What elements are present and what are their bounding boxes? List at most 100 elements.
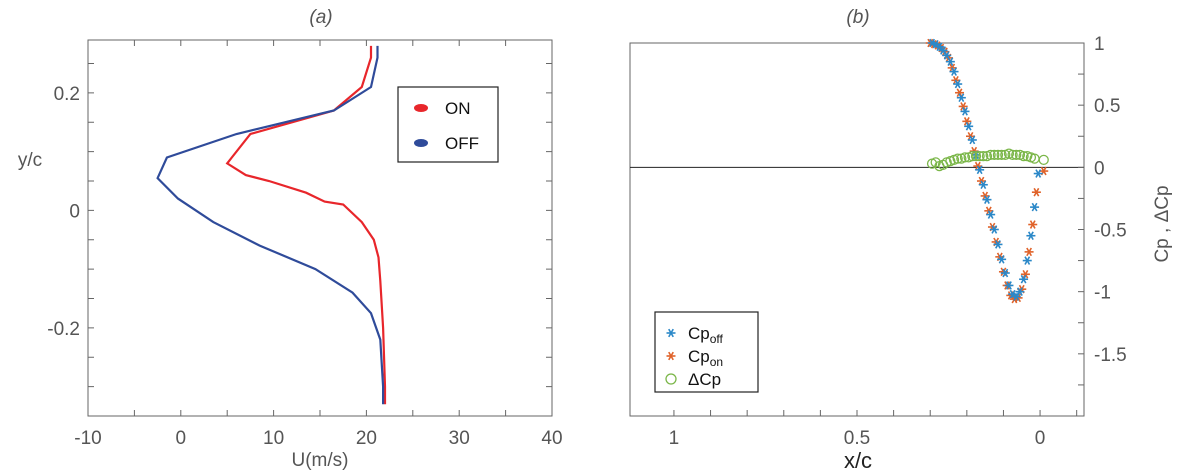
star-stroke [963, 117, 970, 126]
panel-a-legend: ON OFF [397, 86, 499, 163]
star-stroke [998, 255, 1005, 264]
star-stroke [954, 79, 961, 89]
point-dcp [1018, 150, 1029, 162]
star-stroke [960, 102, 967, 111]
star-stroke [991, 225, 998, 234]
legend-cpon-marker [666, 351, 676, 361]
x-tick-label: 30 [449, 428, 470, 449]
point-cpoff [949, 67, 959, 76]
point-cpoff [960, 107, 970, 116]
star-stroke [1000, 267, 1007, 277]
point-dcp [959, 152, 971, 163]
star-stroke [668, 328, 674, 338]
point-dcp [985, 149, 996, 161]
star-stroke [951, 67, 957, 76]
point-cpoff [945, 57, 955, 66]
legend-cpoff-sub: off [710, 332, 724, 346]
star-stroke [969, 135, 976, 145]
legend-cpon-sub: on [710, 355, 723, 369]
star-stroke [932, 39, 939, 49]
star-stroke [995, 240, 1001, 249]
star-stroke [1029, 220, 1036, 229]
point-dcp [996, 149, 1007, 161]
point-cpon [1024, 247, 1034, 257]
point-cpoff [953, 79, 963, 89]
y-tick-label: 0.2 [54, 84, 80, 105]
series-line-off [156, 45, 385, 405]
point-cpoff [982, 195, 992, 204]
x-tick-label: 0 [1035, 428, 1046, 449]
point-cpoff [986, 210, 996, 219]
point-cpon [1028, 220, 1038, 229]
point-cpoff [1022, 256, 1032, 265]
x-tick-label: 40 [541, 428, 562, 449]
legend-cpoff-label: Cpoff [688, 324, 724, 346]
y-tick-label: 0.5 [1094, 96, 1120, 117]
star-stroke [943, 51, 950, 60]
point-cpon [955, 88, 965, 98]
point-dcp [967, 150, 978, 162]
point-dcp [930, 157, 941, 168]
star-stroke [936, 42, 943, 52]
point-cpoff [975, 165, 985, 175]
star-stroke [1009, 289, 1016, 299]
y-tick-label: -1 [1094, 283, 1111, 304]
legend-off-swatch [414, 139, 428, 147]
star-stroke [1020, 274, 1027, 284]
star-stroke [984, 195, 990, 204]
panel-a-title: (a) [309, 7, 332, 28]
star-stroke [956, 88, 963, 98]
point-cpoff [1000, 268, 1010, 278]
panel-a-lines [156, 45, 387, 405]
legend-star [666, 351, 676, 361]
x-tick-label: 10 [263, 428, 284, 449]
point-cpoff [956, 93, 966, 103]
point-cpoff [1030, 202, 1040, 212]
legend-cpon-label: Cpon [688, 347, 723, 369]
star-stroke [965, 122, 972, 131]
point-dcp [974, 150, 985, 162]
panel-b-xlabel: x/c [844, 448, 872, 470]
legend-star [666, 328, 676, 338]
x-tick-label: 0 [176, 428, 187, 449]
legend-off-label: OFF [445, 134, 479, 153]
star-stroke [1033, 187, 1040, 197]
panel-a-legend-box [397, 86, 499, 163]
legend-on-swatch [414, 104, 428, 112]
star-stroke [987, 210, 994, 219]
panel-b-legend: Cpoff Cpon ΔCp [654, 311, 759, 393]
star-stroke [1035, 169, 1042, 178]
star-stroke [668, 351, 674, 361]
legend-cpon-main: Cp [688, 347, 710, 366]
point-cpon [958, 102, 968, 111]
legend-dcp-marker [665, 373, 677, 385]
panel-a-xlabel: U(m/s) [292, 450, 349, 470]
star-stroke [1016, 287, 1023, 296]
legend-cpoff-main: Cp [688, 324, 710, 343]
star-stroke [1015, 293, 1022, 303]
y-tick-label: -0.5 [1094, 221, 1127, 242]
star-stroke [976, 165, 983, 175]
star-stroke [1026, 247, 1033, 257]
point-cpoff [1015, 287, 1025, 296]
panel-a: (a) -10 0 10 20 30 40 0.2 0 -0.2 U(m/s) y/c ON O… [18, 7, 563, 470]
point-dcp [1007, 149, 1018, 161]
point-dcp [978, 150, 989, 162]
y-tick-label: -0.2 [47, 319, 80, 340]
star-stroke [980, 180, 987, 190]
x-tick-label: 1 [669, 428, 680, 449]
point-cpoff [1026, 231, 1036, 241]
series-line-on [225, 45, 387, 405]
star-stroke [934, 41, 941, 50]
panel-b-ticks: 1 0.5 0 1 0.5 0 -0.5 -1 -1.5 [669, 34, 1127, 449]
star-stroke [958, 93, 965, 103]
star-stroke [947, 57, 954, 66]
legend-dcp-label: ΔCp [688, 370, 721, 389]
point-cpoff [967, 135, 977, 145]
panel-a-ylabel: y/c [18, 150, 42, 171]
star-stroke [1027, 231, 1034, 241]
panel-b-legend-box [654, 311, 759, 393]
point-dcp [992, 149, 1004, 161]
x-tick-label: -10 [74, 428, 101, 449]
